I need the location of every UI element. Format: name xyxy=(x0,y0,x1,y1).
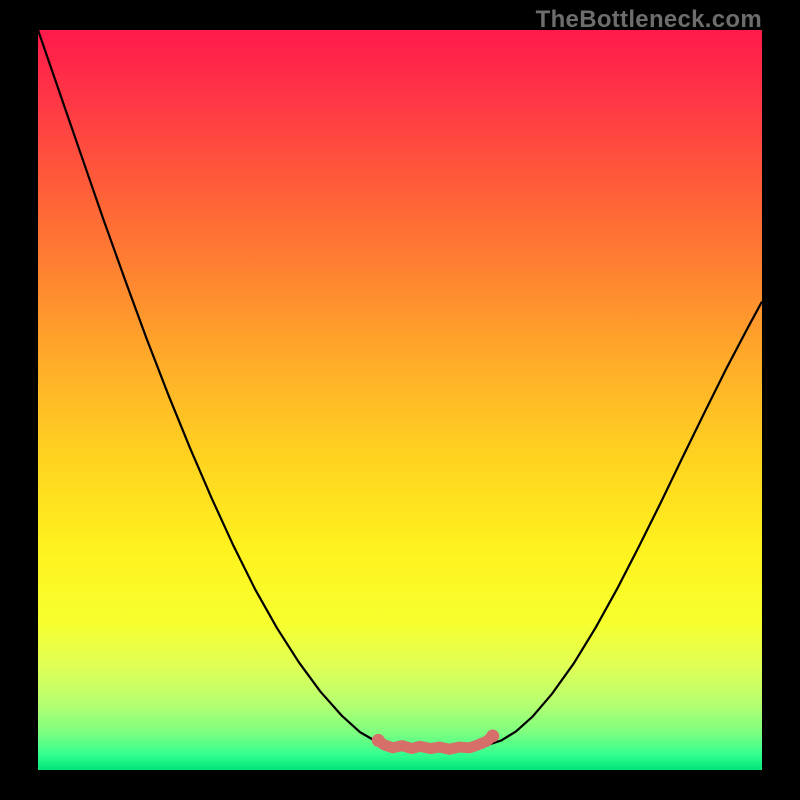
optimal-range-endpoint xyxy=(486,729,499,742)
bottleneck-curve-layer xyxy=(38,30,762,770)
watermark-text: TheBottleneck.com xyxy=(536,6,762,34)
optimal-range-endpoint xyxy=(372,734,385,747)
bottleneck-curve xyxy=(38,30,762,748)
plot-area xyxy=(38,30,762,770)
optimal-range-marker xyxy=(378,736,492,749)
chart-container: TheBottleneck.com xyxy=(0,0,800,800)
